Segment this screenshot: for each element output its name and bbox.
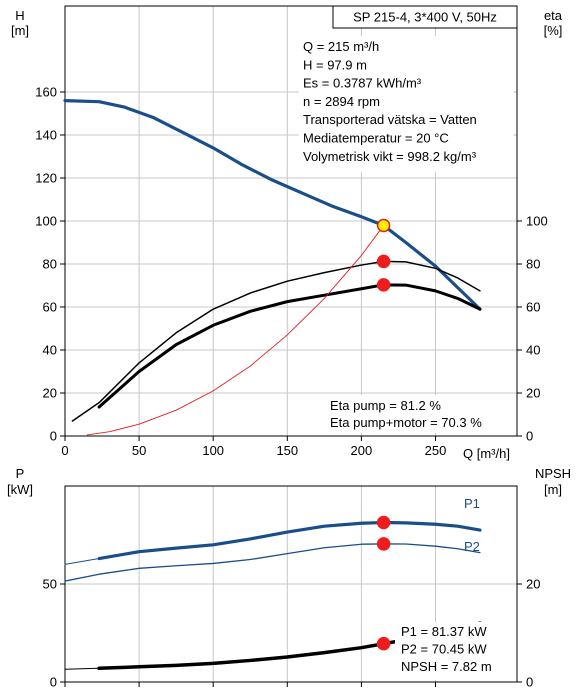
info-line: Transporterad vätska = Vatten	[303, 112, 477, 127]
top-y-tick-label-right: 80	[526, 257, 540, 272]
info-line: n = 2894 rpm	[303, 94, 380, 109]
info-line: H = 97.9 m	[303, 57, 367, 72]
chart-title-box	[332, 5, 518, 29]
bottom-left-axis-label-line1: P	[16, 466, 25, 481]
top-y-tick-label-right: 20	[526, 386, 540, 401]
top-x-tick-label: 150	[276, 443, 298, 458]
power-npsh-value-line: P1 = 81.37 kW	[401, 624, 487, 639]
series-system-curve-line	[86, 225, 385, 436]
eta-value-line: Eta pump = 81.2 %	[330, 398, 441, 413]
series-p2-line	[64, 543, 481, 582]
series-eta-pump-line	[71, 260, 481, 422]
power-npsh-value-line: NPSH = 7.82 m	[401, 659, 492, 674]
info-background	[299, 36, 513, 173]
top-left-axis-label-line2: [m]	[11, 23, 29, 38]
top-right-axis-label-line1: eta	[544, 8, 563, 23]
top-y-tick-label-right: 60	[526, 300, 540, 315]
head-efficiency-panel: 0 50 100 150 200 250 0 20 40 60 80 100 120 140 160 0 20 4…	[11, 5, 563, 461]
series-eta-pump-motor-line	[97, 283, 482, 409]
power-npsh-values: P1 = 81.37 kW P2 = 70.45 kW NPSH = 7.82 m	[395, 622, 515, 680]
chart-title: SP 215-4, 3*400 V, 50Hz	[353, 10, 497, 25]
info-line: Volymetrisk vikt = 998.2 kg/m³	[303, 149, 477, 164]
top-right-axis-label-line2: [%]	[544, 23, 563, 38]
bottom-right-axis-label-line1: NPSH	[535, 466, 571, 481]
top-x-tick-label: 200	[351, 443, 373, 458]
series-npsh-start-line	[64, 667, 100, 670]
power-npsh-panel: 0 50 0 20 P [kW] NPSH [m] P1 P2 P1 = 81.37 …	[7, 466, 571, 690]
top-y-tick-label-right: 40	[526, 343, 540, 358]
top-y-tick-label-left: 20	[43, 386, 57, 401]
top-x-tick-label: 100	[202, 443, 224, 458]
bottom-axis-ticks: 0 50 0 20	[43, 577, 541, 690]
info-line: Mediatemperatur = 20 °C	[303, 131, 449, 146]
efficiency-values: Eta pump = 81.2 % Eta pump+motor = 70.3 %	[326, 395, 512, 433]
top-left-axis-label-line1: H	[15, 8, 24, 23]
top-x-tick-label: 0	[61, 443, 68, 458]
p2-curve-label: P2	[464, 539, 480, 554]
top-y-tick-label-left: 60	[43, 300, 57, 315]
bottom-markers-group	[376, 515, 391, 651]
top-axis-ticks: 0 50 100 150 200 250 0 20 40 60 80 100 120 140 160 0 20 4…	[35, 85, 547, 459]
bottom-left-axis-label-line2: [kW]	[7, 482, 33, 497]
top-operating-point-marker	[376, 278, 391, 292]
values-background	[395, 622, 515, 680]
top-y-tick-label-left: 160	[35, 85, 57, 100]
bottom-operating-point-marker	[376, 636, 391, 651]
top-operating-point-marker	[376, 254, 391, 269]
eta-background	[326, 395, 512, 433]
top-y-tick-label-left: 140	[35, 128, 57, 143]
top-operating-point-marker	[376, 218, 391, 233]
bottom-y-tick-label-right: 0	[526, 675, 533, 690]
bottom-y-tick-label-right: 20	[526, 577, 540, 592]
top-markers-group	[376, 218, 391, 292]
top-y-tick-label-left: 100	[35, 214, 57, 229]
top-y-tick-label-right: 100	[526, 214, 548, 229]
operating-point-info: Q = 215 m³/h H = 97.9 m Es = 0.3787 kWh/m³…	[299, 36, 513, 173]
info-line: Q = 215 m³/h	[303, 39, 379, 54]
top-y-tick-label-left: 120	[35, 171, 57, 186]
top-series-group	[63, 98, 482, 436]
eta-value-line: Eta pump+motor = 70.3 %	[330, 415, 482, 430]
info-line: Es = 0.3787 kWh/m³	[303, 76, 422, 91]
top-y-tick-label-left: 40	[43, 343, 57, 358]
top-x-tick-label: 50	[132, 443, 146, 458]
top-y-tick-label-right: 0	[526, 429, 533, 444]
top-y-tick-label-left: 80	[43, 257, 57, 272]
p1-curve-label: P1	[464, 496, 480, 511]
top-x-axis-label: Q [m³/h]	[463, 446, 510, 461]
bottom-y-tick-label-left: 0	[50, 675, 57, 690]
bottom-right-axis-label-line2: [m]	[544, 482, 562, 497]
top-x-tick-label: 250	[425, 443, 447, 458]
power-npsh-value-line: P2 = 70.45 kW	[401, 642, 487, 657]
bottom-operating-point-marker	[376, 537, 391, 551]
top-y-tick-label-left: 0	[50, 429, 57, 444]
series-p1-line	[97, 520, 482, 561]
bottom-y-tick-label-left: 50	[43, 577, 57, 592]
series-h-line	[63, 98, 482, 311]
series-p1-start-line	[64, 558, 100, 565]
bottom-operating-point-marker	[376, 515, 391, 530]
